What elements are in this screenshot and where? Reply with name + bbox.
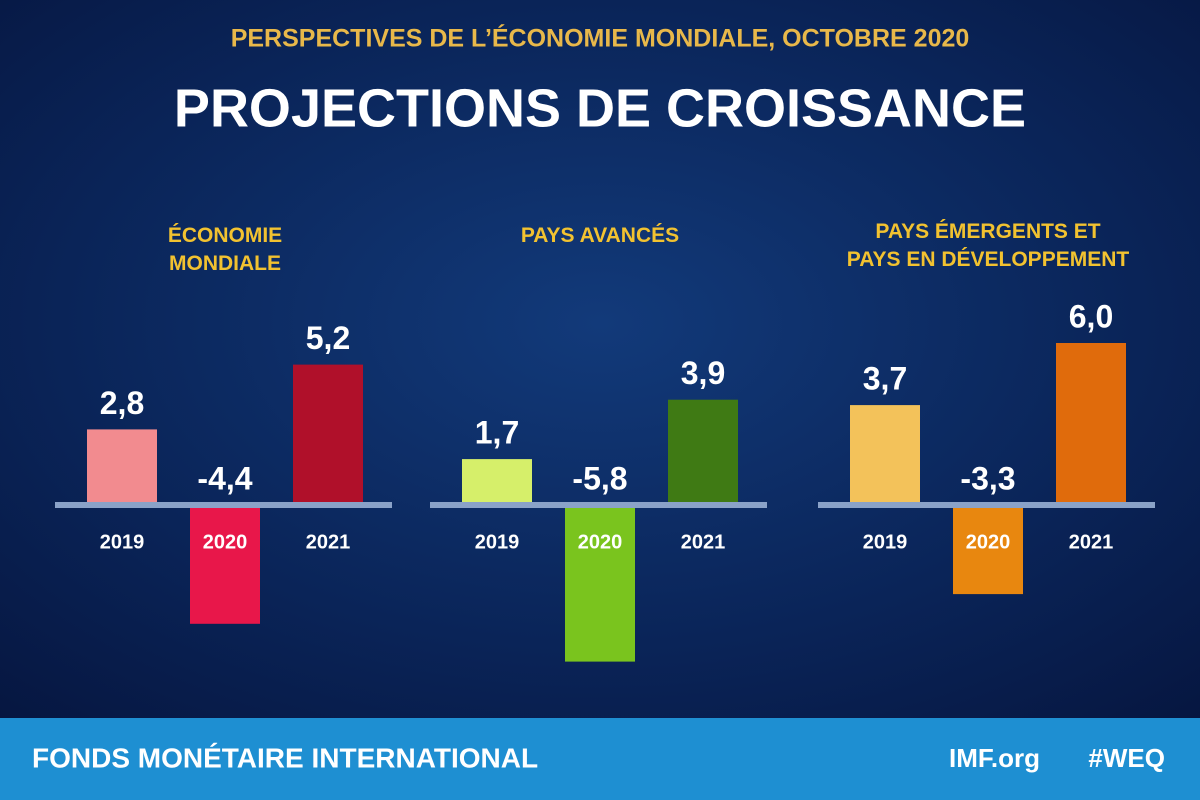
footer-organization: FONDS MONÉTAIRE INTERNATIONAL xyxy=(32,742,538,773)
x-tick-label: 2020 xyxy=(966,531,1011,553)
bar xyxy=(293,364,363,505)
value-label: -4,4 xyxy=(197,460,252,496)
panel-title: PAYS ÉMERGENTS ET PAYS EN DÉVELOPPEMENT xyxy=(846,220,1130,271)
value-label: -3,3 xyxy=(960,460,1015,496)
panel-title: ÉCONOMIE MONDIALE xyxy=(167,224,283,275)
footer-bar xyxy=(0,718,1200,800)
value-label: 3,9 xyxy=(681,355,725,391)
value-label: -5,8 xyxy=(572,460,627,496)
bar xyxy=(953,505,1023,595)
bar xyxy=(565,505,635,662)
bar xyxy=(462,459,532,505)
x-tick-label: 2019 xyxy=(100,531,145,553)
value-label: 6,0 xyxy=(1069,298,1113,334)
x-tick-label: 2020 xyxy=(578,531,623,553)
x-tick-label: 2021 xyxy=(306,531,351,553)
value-label: 1,7 xyxy=(475,415,519,451)
footer-hashtag: #WEQ xyxy=(1088,743,1165,773)
panel-title: PAYS AVANCÉS xyxy=(520,224,680,247)
x-tick-label: 2020 xyxy=(203,531,248,553)
x-tick-label: 2021 xyxy=(1069,531,1114,553)
supertitle: PERSPECTIVES DE L’ÉCONOMIE MONDIALE, OCT… xyxy=(231,24,970,53)
x-tick-label: 2019 xyxy=(475,531,520,553)
value-label: 5,2 xyxy=(306,320,350,356)
main-title: PROJECTIONS DE CROISSANCE xyxy=(174,78,1026,138)
bar xyxy=(1056,343,1126,505)
bar xyxy=(190,505,260,624)
x-tick-label: 2019 xyxy=(863,531,908,553)
bar xyxy=(87,429,157,505)
x-tick-label: 2021 xyxy=(681,531,726,553)
value-label: 2,8 xyxy=(100,385,144,421)
footer-website: IMF.org xyxy=(949,743,1040,773)
value-label: 3,7 xyxy=(863,361,907,397)
bar xyxy=(668,399,738,505)
bar xyxy=(850,405,920,505)
